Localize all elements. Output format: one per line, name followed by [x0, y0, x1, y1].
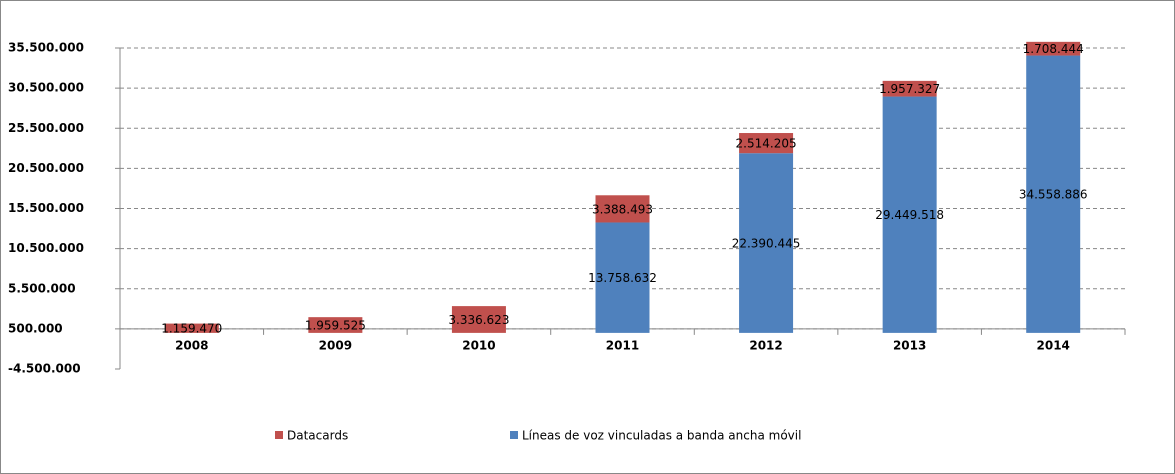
data-label: 22.390.445	[732, 237, 801, 251]
bar-segment	[164, 323, 219, 333]
bar-segment	[1026, 55, 1081, 333]
y-tick-label: 15.500.000	[8, 201, 84, 215]
data-label: 2.514.205	[736, 137, 797, 151]
bar-segment	[882, 96, 937, 333]
bar-segment	[739, 153, 794, 333]
data-label: 34.558.886	[1019, 188, 1088, 202]
x-tick-label: 2013	[893, 338, 926, 352]
x-tick-label: 2012	[749, 338, 782, 352]
data-label: 1.708.444	[1023, 42, 1084, 56]
x-tick-label: 2009	[319, 338, 352, 352]
x-tick-label: 2011	[606, 338, 639, 352]
y-tick-label: 35.500.000	[8, 41, 84, 55]
data-label: 13.758.632	[588, 271, 657, 285]
x-tick-label: 2010	[462, 338, 495, 352]
legend-label: Datacards	[287, 429, 348, 443]
y-tick-label: 30.500.000	[8, 81, 84, 95]
data-label: 29.449.518	[875, 208, 944, 222]
bar-segment	[595, 195, 650, 223]
y-tick-label: 5.500.000	[8, 281, 76, 295]
bar-segment	[739, 133, 794, 154]
x-tick-label: 2014	[1037, 338, 1070, 352]
data-label: 1.959.525	[305, 319, 366, 333]
data-label: 3.388.493	[592, 202, 653, 216]
y-tick-label: 500.000	[8, 321, 63, 335]
data-label: 1.159.470	[161, 322, 222, 336]
y-tick-label: -4.500.000	[8, 362, 81, 376]
data-label: 3.336.623	[448, 313, 509, 327]
legend-label: Líneas de voz vinculadas a banda ancha m…	[522, 429, 801, 443]
y-tick-label: 10.500.000	[8, 241, 84, 255]
bar-segment	[308, 317, 363, 333]
legend-swatch	[275, 431, 283, 439]
data-label: 1.957.327	[879, 82, 940, 96]
bar-segment	[451, 306, 506, 333]
y-tick-label: 20.500.000	[8, 161, 84, 175]
bar-segment	[595, 222, 650, 333]
legend-swatch	[510, 431, 518, 439]
bar-segment	[882, 80, 937, 97]
y-tick-label: 25.500.000	[8, 121, 84, 135]
bar-segment	[1026, 41, 1081, 56]
x-tick-label: 2008	[175, 338, 208, 352]
